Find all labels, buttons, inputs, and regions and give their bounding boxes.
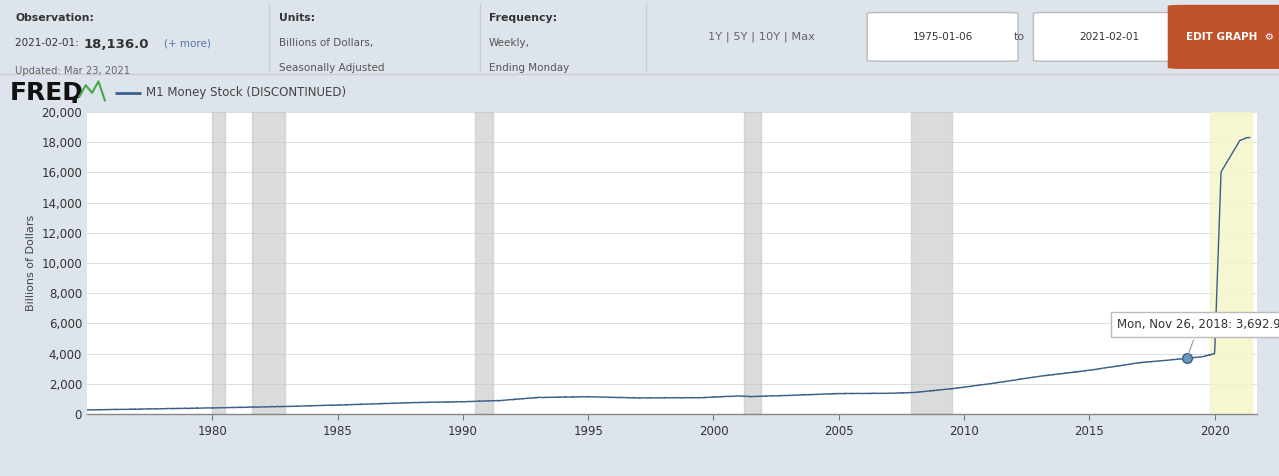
Text: Ending Monday: Ending Monday — [489, 63, 569, 73]
Bar — [212, 112, 225, 414]
Bar — [743, 112, 761, 414]
Text: Seasonally Adjusted: Seasonally Adjusted — [279, 63, 384, 73]
Text: EDIT GRAPH  ⚙: EDIT GRAPH ⚙ — [1186, 32, 1274, 42]
Text: Updated: Mar 23, 2021: Updated: Mar 23, 2021 — [15, 67, 130, 77]
Bar — [252, 112, 285, 414]
Text: Weekly,: Weekly, — [489, 39, 530, 49]
Text: (+ more): (+ more) — [164, 39, 211, 49]
FancyBboxPatch shape — [867, 12, 1018, 61]
Text: 2021-02-01: 2021-02-01 — [1078, 32, 1140, 42]
Bar — [476, 112, 492, 414]
FancyBboxPatch shape — [1033, 12, 1184, 61]
Text: 18,136.0: 18,136.0 — [83, 39, 148, 51]
Text: Billions of Dollars,: Billions of Dollars, — [279, 39, 373, 49]
Text: M1 Money Stock (DISCONTINUED): M1 Money Stock (DISCONTINUED) — [146, 86, 345, 99]
Text: 1Y | 5Y | 10Y | Max: 1Y | 5Y | 10Y | Max — [707, 31, 815, 42]
FancyBboxPatch shape — [1168, 5, 1279, 69]
Text: Observation:: Observation: — [15, 13, 95, 23]
Text: Units:: Units: — [279, 13, 315, 23]
Bar — [1210, 112, 1252, 414]
Y-axis label: Billions of Dollars: Billions of Dollars — [26, 215, 36, 311]
Text: FRED: FRED — [10, 81, 84, 105]
Bar — [912, 112, 952, 414]
Text: .: . — [69, 84, 78, 108]
Text: Frequency:: Frequency: — [489, 13, 556, 23]
Text: Mon, Nov 26, 2018: 3,692.9: Mon, Nov 26, 2018: 3,692.9 — [1117, 318, 1279, 356]
Text: 2021-02-01:: 2021-02-01: — [15, 39, 82, 49]
Text: 1975-01-06: 1975-01-06 — [912, 32, 973, 42]
Text: to: to — [1014, 32, 1024, 42]
